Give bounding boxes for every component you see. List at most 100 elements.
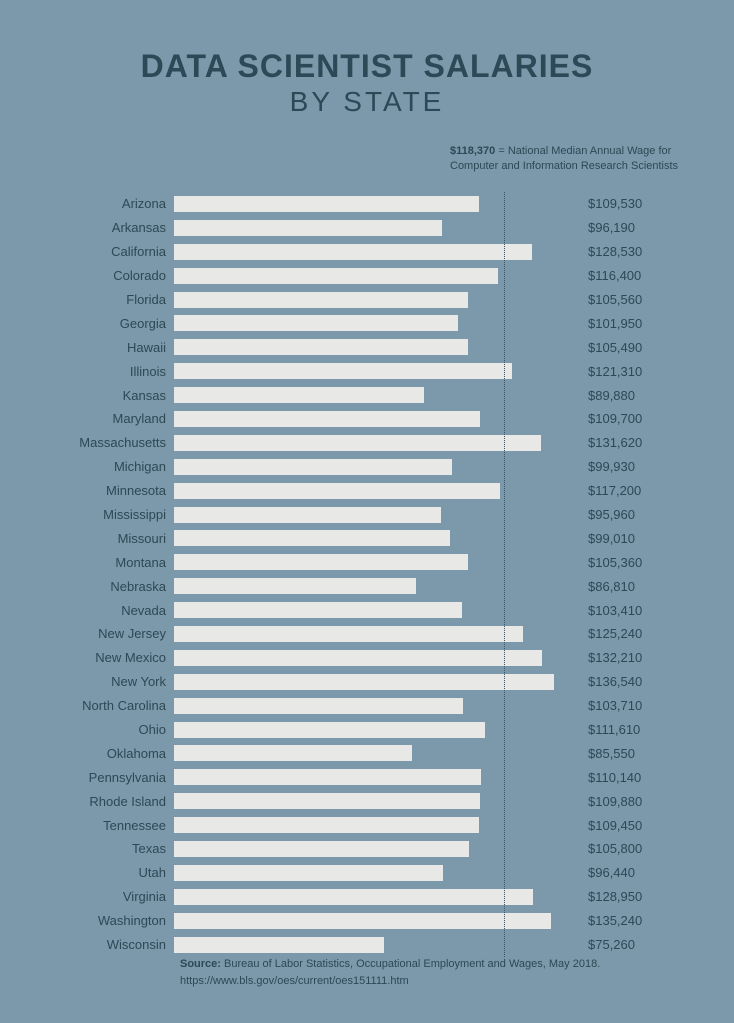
salary-value: $86,810: [576, 579, 635, 594]
state-label: Minnesota: [0, 483, 174, 498]
salary-value: $105,360: [576, 555, 642, 570]
bar-cell: [174, 909, 564, 933]
bar-cell: [174, 407, 564, 431]
chart-row: Oklahoma$85,550: [0, 741, 734, 765]
chart-row: Missouri $99,010: [0, 526, 734, 550]
chart-row: New York$136,540: [0, 670, 734, 694]
bar-cell: [174, 741, 564, 765]
bar-cell: [174, 240, 564, 264]
chart-row: Wisconsin$75,260: [0, 933, 734, 957]
bar-cell: [174, 598, 564, 622]
salary-bar: [174, 889, 533, 905]
title-main: DATA SCIENTIST SALARIES: [40, 50, 694, 82]
bar-cell: [174, 694, 564, 718]
state-label: Utah: [0, 865, 174, 880]
salary-value: $116,400: [576, 268, 641, 283]
chart-row: Michigan $99,930: [0, 455, 734, 479]
source-citation: Source: Bureau of Labor Statistics, Occu…: [180, 956, 620, 989]
bar-cell: [174, 670, 564, 694]
salary-bar: [174, 292, 468, 308]
bar-cell: [174, 837, 564, 861]
median-note: $118,370 = National Median Annual Wage f…: [450, 144, 700, 175]
chart-row: Florida$105,560: [0, 288, 734, 312]
chart-row: Tennessee $109,450: [0, 813, 734, 837]
chart-row: Maryland$109,700: [0, 407, 734, 431]
chart-row: Arkansas$96,190: [0, 216, 734, 240]
bar-cell: [174, 526, 564, 550]
bar-cell: [174, 479, 564, 503]
salary-value: $136,540: [576, 674, 642, 689]
salary-value: $109,450: [576, 818, 642, 833]
salary-bar: [174, 554, 468, 570]
salary-bar: [174, 483, 500, 499]
state-label: Montana: [0, 555, 174, 570]
state-label: Florida: [0, 292, 174, 307]
salary-bar: [174, 435, 541, 451]
salary-bar: [174, 793, 480, 809]
chart-row: Colorado $116,400: [0, 264, 734, 288]
chart-row: North Carolina$103,710: [0, 694, 734, 718]
salary-value: $109,530: [576, 196, 642, 211]
bar-cell: [174, 383, 564, 407]
chart-row: Washington $135,240: [0, 909, 734, 933]
salary-bar: [174, 387, 424, 403]
salary-value: $99,010: [576, 531, 635, 546]
bar-cell: [174, 622, 564, 646]
bar-cell: [174, 550, 564, 574]
state-label: Tennessee: [0, 818, 174, 833]
state-label: Michigan: [0, 459, 174, 474]
state-label: Maryland: [0, 411, 174, 426]
salary-bar: [174, 244, 532, 260]
salary-value: $117,200: [576, 483, 641, 498]
bar-cell: [174, 574, 564, 598]
bar-cell: [174, 933, 564, 957]
salary-bar: [174, 411, 480, 427]
salary-value: $99,930: [576, 459, 635, 474]
bar-cell: [174, 789, 564, 813]
salary-bar-chart: Arizona$109,530Arkansas$96,190California…: [0, 192, 734, 957]
bar-cell: [174, 646, 564, 670]
median-note-value: $118,370: [450, 145, 495, 157]
bar-cell: [174, 718, 564, 742]
state-label: Nevada: [0, 603, 174, 618]
chart-row: New Mexico$132,210: [0, 646, 734, 670]
bar-cell: [174, 192, 564, 216]
salary-bar: [174, 530, 450, 546]
state-label: Colorado: [0, 268, 174, 283]
bar-cell: [174, 264, 564, 288]
salary-bar: [174, 602, 462, 618]
salary-bar: [174, 650, 542, 666]
salary-bar: [174, 865, 443, 881]
salary-bar: [174, 817, 479, 833]
source-text: Bureau of Labor Statistics, Occupational…: [180, 958, 600, 987]
bar-cell: [174, 861, 564, 885]
salary-bar: [174, 220, 442, 236]
salary-bar: [174, 674, 554, 690]
state-label: Washington: [0, 913, 174, 928]
salary-value: $96,190: [576, 220, 635, 235]
salary-bar: [174, 507, 441, 523]
chart-row: Kansas$89,880: [0, 383, 734, 407]
chart-row: Mississippi$95,960: [0, 503, 734, 527]
salary-value: $103,410: [576, 603, 642, 618]
state-label: Pennsylvania: [0, 770, 174, 785]
salary-bar: [174, 578, 416, 594]
chart-row: Texas$105,800: [0, 837, 734, 861]
salary-value: $75,260: [576, 937, 635, 952]
salary-value: $121,310: [576, 364, 642, 379]
bar-cell: [174, 455, 564, 479]
chart-row: Nebraska$86,810: [0, 574, 734, 598]
salary-bar: [174, 459, 452, 475]
salary-value: $105,490: [576, 340, 642, 355]
salary-bar: [174, 769, 481, 785]
salary-value: $85,550: [576, 746, 635, 761]
chart-row: Minnesota $117,200: [0, 479, 734, 503]
chart-row: Massachusetts$131,620: [0, 431, 734, 455]
salary-value: $135,240: [576, 913, 642, 928]
state-label: Illinois: [0, 364, 174, 379]
salary-value: $95,960: [576, 507, 635, 522]
chart-row: Virginia$128,950: [0, 885, 734, 909]
salary-bar: [174, 841, 469, 857]
state-label: Missouri: [0, 531, 174, 546]
state-label: Virginia: [0, 889, 174, 904]
